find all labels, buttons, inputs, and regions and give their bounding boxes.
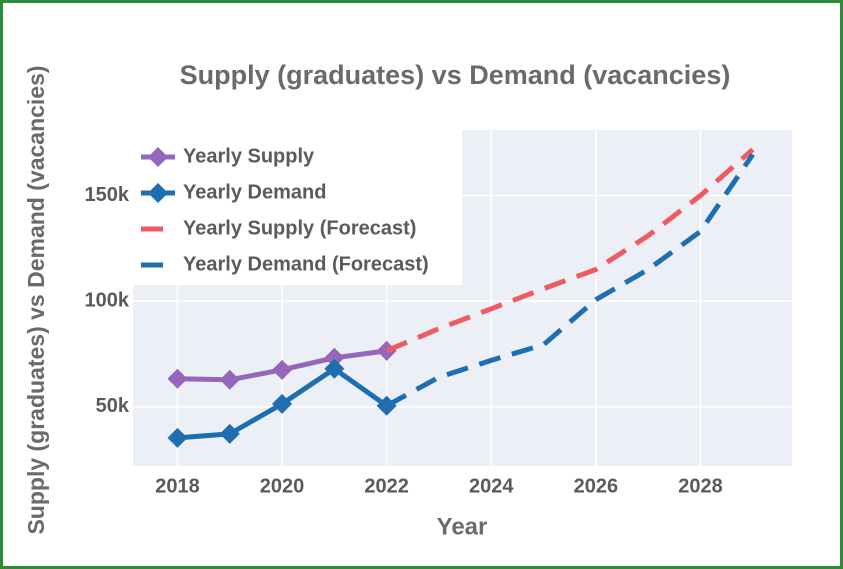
marks xyxy=(167,147,755,448)
x-tick-label: 2020 xyxy=(260,475,305,497)
point-marker xyxy=(167,427,188,448)
point-marker xyxy=(272,393,293,414)
x-tick-label: 2024 xyxy=(469,475,514,497)
y-tick-label: 150k xyxy=(85,184,130,206)
point-marker xyxy=(324,358,345,379)
legend-label: Yearly Demand xyxy=(183,181,326,203)
legend-marker xyxy=(148,183,168,203)
y-tick-label: 100k xyxy=(85,289,130,311)
legend: Yearly Supply Yearly Demand Yearly Supply … xyxy=(141,145,429,275)
series-line xyxy=(385,153,755,408)
point-marker xyxy=(219,423,240,444)
legend-label: Yearly Supply xyxy=(183,145,315,167)
x-tick-label: 2028 xyxy=(678,475,723,497)
y-axis-title: Supply (graduates) vs Demand (vacancies) xyxy=(23,65,49,534)
point-marker xyxy=(272,359,293,380)
point-marker xyxy=(167,368,188,389)
chart-title: Supply (graduates) vs Demand (vacancies) xyxy=(180,60,731,90)
y-tick-label: 50k xyxy=(96,395,130,417)
legend-label: Yearly Demand (Forecast) xyxy=(183,253,429,275)
legend-marker xyxy=(148,147,168,167)
legend-box xyxy=(133,130,462,285)
x-tick-label: 2026 xyxy=(574,475,619,497)
x-tick-label: 2018 xyxy=(155,475,200,497)
point-marker xyxy=(324,347,345,368)
legend-label: Yearly Supply (Forecast) xyxy=(183,217,416,239)
series-line xyxy=(385,147,755,354)
point-marker xyxy=(219,369,240,390)
x-axis-title: Year xyxy=(437,513,488,540)
x-tick-label: 2022 xyxy=(364,475,409,497)
